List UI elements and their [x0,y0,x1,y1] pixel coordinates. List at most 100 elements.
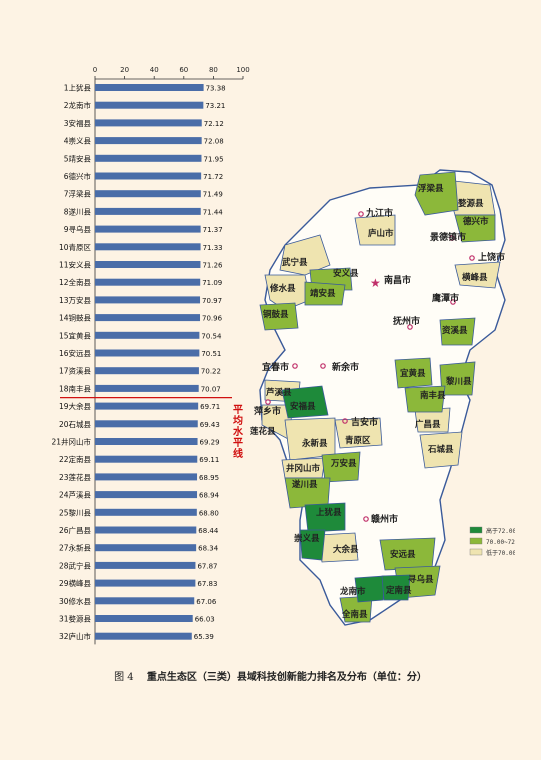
data-label: 68.95 [199,474,219,482]
region-lushan [354,214,396,246]
city-marker-jian [342,418,348,424]
category-label: 11安义县 [59,260,92,270]
category-label: 27永新县 [59,543,92,553]
region-tonggu [259,302,299,331]
bar [95,473,198,481]
county-label: 广昌县 [415,419,441,430]
data-label: 73.38 [206,85,226,93]
bar [95,455,198,463]
city-label: 九江市 [365,207,393,219]
data-label: 68.34 [198,545,219,553]
data-label: 71.44 [203,208,224,216]
county-label: 婺源县 [457,198,484,209]
bar [95,367,199,375]
data-label: 69.71 [200,403,220,411]
city-marker-fuzhou [407,324,413,330]
city-label: 宜春市 [262,361,289,373]
city-marker-jiujiang [358,211,364,217]
county-label: 青原区 [345,435,371,446]
data-label: 65.39 [194,633,214,641]
county-label: 靖安县 [310,288,336,299]
bar [95,331,200,339]
bar [95,154,202,162]
x-tick-label: 20 [120,66,129,74]
county-label: 资溪县 [442,325,468,336]
data-label: 69.43 [200,421,220,429]
data-label: 67.06 [196,598,217,606]
region-fuliang [414,171,459,216]
category-label: 13万安县 [59,295,92,305]
average-line-label: 平均水平线 [233,405,243,460]
county-label: 修水县 [269,283,296,294]
bars-group: 1上犹县 73.38 2龙南市 73.21 3安福县 72.12 4崇义县 72.08 5靖安县… [51,83,225,642]
category-label: 20石城县 [59,420,92,429]
legend-label: 70.00~72.00 [486,539,515,546]
region-dexing [454,214,496,243]
figure-title: 重点生态区（三类）县域科技创新能力排名及分布（单位：分） [146,672,427,683]
category-label: 29横峰县 [59,578,92,588]
data-label: 66.03 [195,616,215,624]
bar [95,561,196,569]
bar [95,615,193,622]
county-label: 寻乌县 [408,574,434,585]
region-xiushui [264,274,311,311]
bar [95,119,202,127]
county-label: 莲花县 [250,426,276,437]
bar-chart: 0 20 40 60 80 100 1上犹县 73.38 2龙南市 73.21 3安福县 72.12… [51,66,250,645]
map-legend: 高于72.00 70.00~72.00 低于70.00 [469,526,515,557]
legend-label: 高于72.00 [486,527,515,535]
category-label: 5靖安县 [64,153,92,163]
data-label: 67.87 [197,562,217,570]
region-dingnan [381,574,411,601]
region-hengfeng [454,261,501,289]
bar [95,261,201,268]
category-label: 2龙南市 [64,100,92,110]
region-lichuan [439,361,476,396]
county-label: 安福县 [290,401,316,412]
bar [95,597,195,605]
city-marker-yichun [292,363,298,369]
county-label: 浮梁县 [418,183,444,194]
county-label: 上犹县 [316,507,342,518]
region-longnan [354,575,386,603]
county-label: 全南县 [341,609,368,620]
region-anfu [281,385,329,419]
city-label: 新余市 [332,361,359,373]
bar [95,278,201,286]
category-label: 3安福县 [64,118,92,128]
bar [95,438,198,445]
county-label: 定南县 [385,585,412,596]
category-label: 10青原区 [59,242,92,252]
category-label: 28武宁县 [59,560,92,570]
x-tick-label: 40 [150,66,159,74]
data-label: 69.29 [200,439,220,447]
figure-number: 图 4 [114,672,134,683]
data-label: 71.09 [202,279,222,287]
city-label: 南昌市 [384,274,411,286]
region-shicheng [419,431,463,469]
county-label: 芦溪县 [266,387,292,398]
data-label: 72.08 [204,138,224,146]
bar [95,207,201,215]
county-label: 遂川县 [292,479,318,490]
bar [95,491,198,499]
county-label: 龙南市 [339,586,366,597]
region-shangyou [304,502,346,533]
bar [95,296,201,304]
data-label: 70.22 [201,368,221,376]
city-label: 景德镇市 [430,231,466,243]
city-marker-shangrao [469,255,475,261]
category-label: 6德兴市 [64,171,92,181]
data-label: 71.26 [202,262,223,270]
category-label: 18南丰县 [59,383,92,393]
data-label: 72.12 [204,120,224,128]
x-tick-label: 80 [209,66,218,74]
county-label: 永新县 [301,438,328,449]
data-label: 71.33 [203,244,223,252]
bar [95,84,204,91]
category-label: 1上犹县 [64,83,92,93]
county-label: 安义县 [333,268,359,279]
city-label: 抚州市 [393,315,420,327]
